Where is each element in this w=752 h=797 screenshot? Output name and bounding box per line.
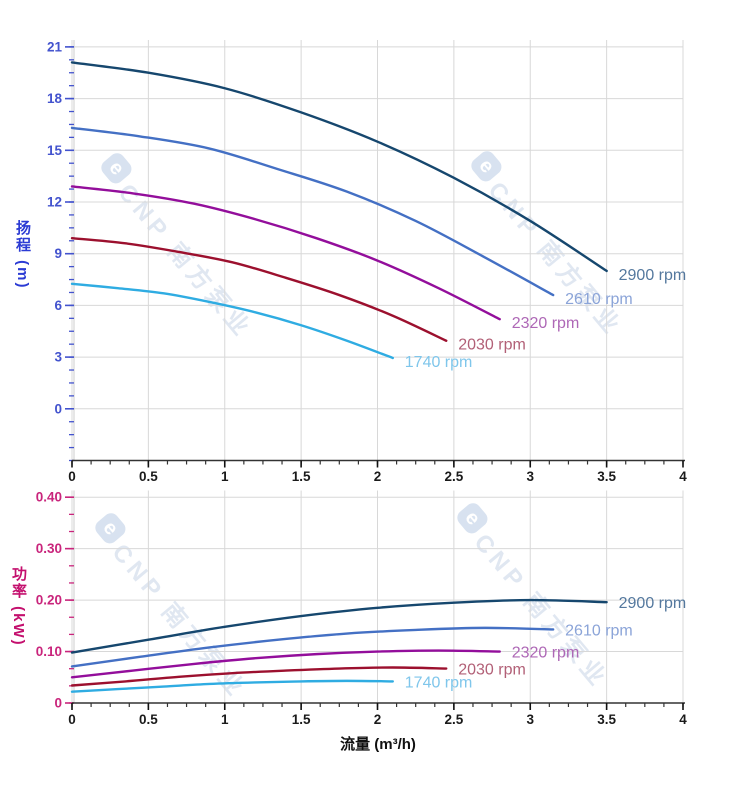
y-tick-label: 0 <box>54 401 62 416</box>
head-axis-title: 扬程 (m) <box>14 220 31 290</box>
y-tick-label: 9 <box>54 246 62 261</box>
x-tick-label: 2 <box>374 469 382 484</box>
y-tick-label: 0 <box>54 696 62 711</box>
x-tick-label: 3 <box>526 712 534 727</box>
y-axis: 0 0.10 0.20 0.30 0.40 <box>36 490 74 711</box>
curve-label-2900-rpm: 2900 rpm <box>619 595 687 612</box>
curve-1740-rpm <box>70 282 394 360</box>
y-tick-label: 0.20 <box>36 593 62 608</box>
y-tick-label: 21 <box>47 39 63 54</box>
curve-1740-rpm <box>70 679 394 693</box>
curve-label-2610-rpm: 2610 rpm <box>565 622 633 639</box>
y-tick-label: 6 <box>54 298 62 313</box>
y-tick-label: 12 <box>47 194 62 209</box>
x-tick-label: 1 <box>221 469 229 484</box>
x-tick-label: 0.5 <box>139 469 158 484</box>
curve-2320-rpm <box>70 649 501 679</box>
x-tick-label: 0.5 <box>139 712 158 727</box>
y-tick-label: 0.40 <box>36 490 62 505</box>
x-tick-label: 2.5 <box>444 469 463 484</box>
x-tick-label: 3.5 <box>597 712 616 727</box>
head-chart: 0 3 6 9 12 15 18 21 0 0.5 1 1.5 2 2.5 3 3.5 4 2900 rpm 261… <box>47 39 687 484</box>
x-axis: 0 0.5 1 1.5 2 2.5 3 3.5 4 <box>68 459 687 484</box>
curve-2610-rpm <box>70 626 555 668</box>
y-tick-label: 15 <box>47 143 63 158</box>
curve-label-2030-rpm: 2030 rpm <box>458 337 526 354</box>
y-tick-label: 18 <box>47 91 63 106</box>
flow-axis-title: 流量 (m³/h) <box>340 736 416 753</box>
power-axis-title: 功率 (kW) <box>10 566 27 647</box>
curve-label-2320-rpm: 2320 rpm <box>512 645 580 662</box>
curve-2320-rpm <box>70 185 501 321</box>
curve-label-1740-rpm: 1740 rpm <box>405 674 473 691</box>
curve-label-1740-rpm: 1740 rpm <box>405 354 473 371</box>
x-tick-label: 2.5 <box>444 712 463 727</box>
curve-2900-rpm <box>70 598 608 654</box>
y-tick-label: 0.10 <box>36 644 62 659</box>
x-tick-label: 2 <box>374 712 382 727</box>
x-tick-label: 1 <box>221 712 229 727</box>
y-tick-label: 0.30 <box>36 541 62 556</box>
y-axis: 0 3 6 9 12 15 18 21 <box>47 39 74 462</box>
gridlines <box>71 490 684 704</box>
curve-2610-rpm <box>70 126 555 297</box>
curve-label-2610-rpm: 2610 rpm <box>565 291 633 308</box>
curve-label-2900-rpm: 2900 rpm <box>619 267 687 284</box>
x-tick-label: 0 <box>68 712 76 727</box>
x-tick-label: 3.5 <box>597 469 616 484</box>
curve-2900-rpm <box>70 61 608 273</box>
curve-2030-rpm <box>70 666 448 687</box>
x-tick-label: 0 <box>68 469 76 484</box>
curve-2030-rpm <box>70 236 448 342</box>
y-tick-label: 3 <box>54 350 62 365</box>
curve-label-2030-rpm: 2030 rpm <box>458 662 526 679</box>
curve-label-2320-rpm: 2320 rpm <box>512 315 580 332</box>
x-tick-label: 1.5 <box>292 712 311 727</box>
x-tick-label: 3 <box>526 469 534 484</box>
x-tick-label: 1.5 <box>292 469 311 484</box>
x-tick-label: 4 <box>679 712 687 727</box>
x-axis: 0 0.5 1 1.5 2 2.5 3 3.5 4 <box>68 702 687 727</box>
x-tick-label: 4 <box>679 469 687 484</box>
power-chart: 0 0.10 0.20 0.30 0.40 0 0.5 1 1.5 2 2.5 3 3.5 4 2900 r… <box>36 490 688 727</box>
